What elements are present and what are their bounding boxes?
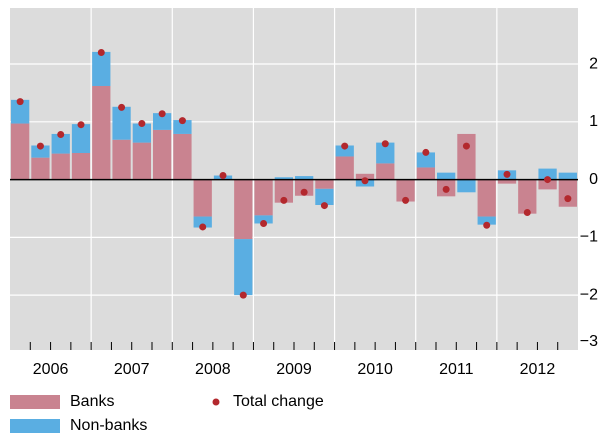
bar <box>315 179 334 189</box>
y-tick-label: 0 <box>589 171 598 188</box>
legend-label: Total change <box>233 393 324 410</box>
dot <box>280 196 288 204</box>
legend-swatch <box>10 395 60 409</box>
bar <box>31 145 50 158</box>
bar <box>457 133 476 180</box>
legend-label: Non-banks <box>70 417 147 434</box>
bar <box>71 153 91 180</box>
dot <box>16 98 24 106</box>
bar <box>31 157 50 180</box>
bar <box>558 179 577 207</box>
bar <box>396 179 415 202</box>
legend-dot <box>212 398 220 406</box>
bar <box>457 179 476 193</box>
dot <box>442 185 450 193</box>
bar <box>497 179 517 184</box>
legend-swatch <box>10 419 60 433</box>
dot <box>138 120 146 128</box>
dot <box>178 117 186 125</box>
dot <box>523 209 531 217</box>
bar <box>538 179 557 190</box>
dot <box>199 223 207 231</box>
bar <box>477 216 496 225</box>
bar <box>153 113 172 130</box>
bar <box>274 179 293 203</box>
bar <box>173 120 192 134</box>
bar <box>92 85 111 180</box>
y-tick-label: −1 <box>580 229 598 246</box>
bar <box>274 177 293 180</box>
dot <box>402 196 410 204</box>
dot <box>260 219 268 227</box>
dot <box>77 121 85 129</box>
dot <box>462 142 470 150</box>
bar <box>477 179 496 217</box>
dot <box>503 170 511 178</box>
bar <box>112 106 131 140</box>
bar <box>295 176 314 180</box>
bar <box>254 179 273 216</box>
bar <box>315 188 334 205</box>
dot <box>544 176 552 184</box>
bar <box>153 129 172 180</box>
bar <box>538 168 557 180</box>
dot <box>97 48 105 56</box>
x-year-label: 2012 <box>520 361 556 378</box>
bar <box>416 152 435 168</box>
dot <box>219 172 227 180</box>
bar <box>295 179 314 196</box>
bar <box>132 123 151 143</box>
bar <box>11 99 30 124</box>
bar <box>254 215 273 224</box>
dot <box>422 148 430 156</box>
dot <box>341 142 349 150</box>
dot <box>320 202 328 210</box>
bar <box>234 179 253 240</box>
x-year-label: 2011 <box>439 361 474 378</box>
bar <box>234 239 253 296</box>
bar <box>376 163 395 180</box>
bar <box>335 145 354 157</box>
dot <box>118 103 126 111</box>
dot <box>564 195 572 203</box>
bar <box>376 142 395 164</box>
bar <box>11 123 30 180</box>
y-tick-label: −3 <box>580 333 598 350</box>
bar <box>193 179 212 217</box>
bar <box>92 51 111 86</box>
bar <box>335 156 354 180</box>
x-year-label: 2009 <box>276 361 312 378</box>
y-tick-label: 2 <box>589 55 598 72</box>
bar <box>173 133 192 180</box>
x-year-label: 2007 <box>114 361 150 378</box>
dot <box>381 140 389 148</box>
bar <box>51 133 70 154</box>
bar <box>51 153 70 180</box>
y-tick-label: 1 <box>589 113 598 130</box>
bar <box>437 172 456 180</box>
dot <box>36 142 44 150</box>
bar <box>132 142 151 180</box>
dot <box>158 110 166 118</box>
dot <box>57 131 65 139</box>
dot <box>361 177 369 185</box>
bar <box>355 173 375 180</box>
bar <box>416 167 435 180</box>
x-year-label: 2008 <box>195 361 231 378</box>
dot <box>300 188 308 196</box>
bar <box>558 172 577 180</box>
bar <box>193 216 212 228</box>
x-year-label: 2010 <box>357 361 393 378</box>
bar <box>71 124 91 154</box>
dot <box>239 291 247 299</box>
y-tick-label: −2 <box>580 286 598 303</box>
bar <box>518 179 537 214</box>
dot <box>483 221 491 229</box>
bar <box>112 139 131 180</box>
legend-label: Banks <box>70 393 114 410</box>
x-year-label: 2006 <box>33 361 69 378</box>
